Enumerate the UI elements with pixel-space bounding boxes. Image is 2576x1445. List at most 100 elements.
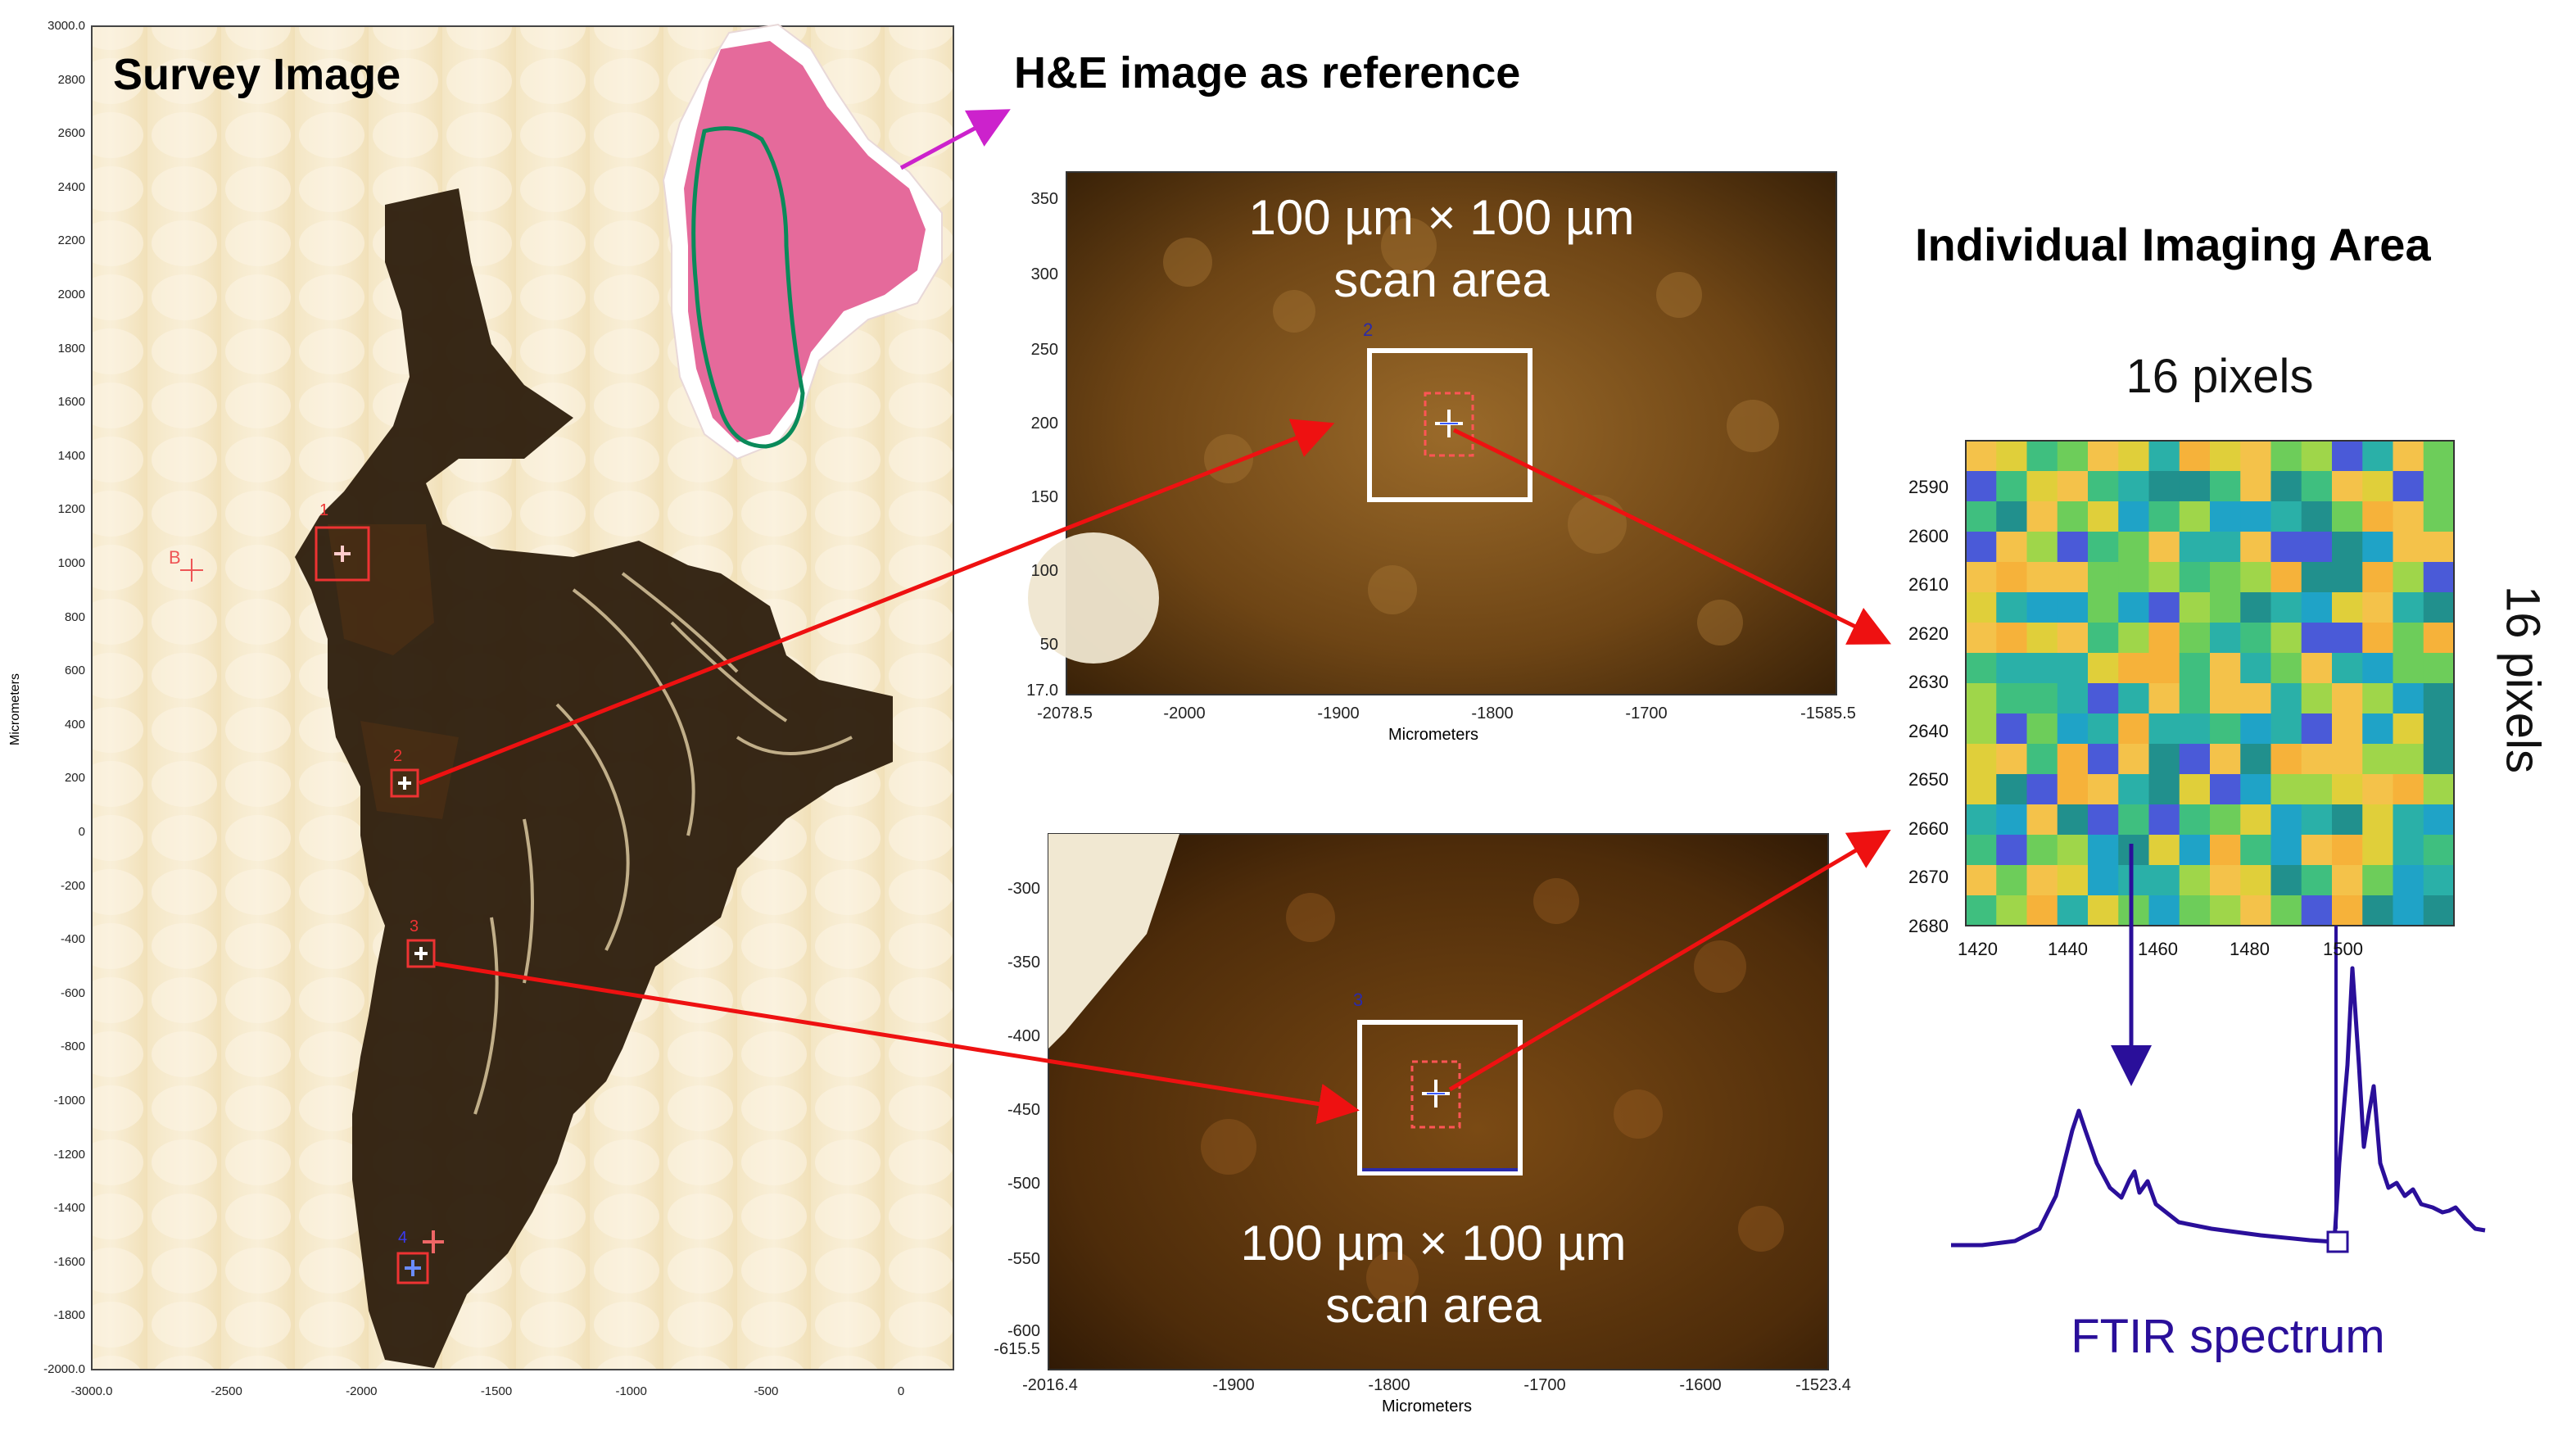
heatmap-cell (2332, 441, 2363, 472)
heatmap-cell (2057, 895, 2089, 926)
heatmap-cell (2332, 804, 2363, 836)
heatmap-cell (2057, 804, 2089, 836)
heatmap-cell (1966, 441, 1997, 472)
micro-top-y-tick: 150 (1030, 488, 1058, 506)
micro-top-x-tick: -1800 (1471, 704, 1514, 722)
heatmap-cell (2118, 623, 2149, 654)
heatmap-cell (2088, 532, 2119, 563)
heatmap-cell (2057, 835, 2089, 866)
heatmap-cell (2393, 865, 2424, 896)
heatmap-cell (2301, 683, 2333, 714)
heatmap-cell (2148, 501, 2180, 532)
micro-bottom-scan-line2: scan area (1325, 1278, 1542, 1333)
heatmap-cell (2362, 895, 2393, 926)
heatmap-cell (2240, 895, 2271, 926)
heatmap-cell (2210, 835, 2241, 866)
heatmap-cell (2240, 441, 2271, 472)
micro-bottom-y-tick: -550 (1007, 1250, 1040, 1268)
heatmap-cell (2026, 592, 2058, 623)
heatmap-cell (2026, 562, 2058, 593)
micro-bottom-y-tick: -300 (1007, 880, 1040, 898)
heatmap-cell (2026, 804, 2058, 836)
heatmap-cell (2210, 471, 2241, 502)
micro-top-y-tick: 17.0 (1026, 682, 1058, 700)
heatmap-y-tick: 2660 (1908, 818, 1949, 839)
survey-tissue (295, 188, 893, 1368)
imaging-area-side-label: 16 pixels (2496, 586, 2550, 773)
heatmap-cell (2240, 804, 2271, 836)
heatmap-cell (2026, 835, 2058, 866)
survey-marker-3-label: 3 (410, 917, 419, 935)
micro-bottom-x-tick: -1700 (1523, 1376, 1566, 1394)
survey-y-tick: -1800 (53, 1308, 85, 1323)
heatmap-cell (2026, 653, 2058, 684)
survey-y-tick: 2000 (57, 288, 85, 301)
survey-x-tick: -500 (754, 1384, 779, 1398)
heatmap-cell (2393, 592, 2424, 623)
heatmap-cell (2210, 895, 2241, 926)
micro-top-marker-number: 2 (1363, 319, 1374, 340)
heatmap-cell (2362, 441, 2393, 472)
heatmap-cell (2026, 623, 2058, 654)
heatmap-cell (2332, 744, 2363, 775)
survey-marker-3 (406, 939, 436, 968)
heatmap-cell (2057, 592, 2089, 623)
heatmap-cell (2026, 501, 2058, 532)
heatmap-cell (2057, 774, 2089, 805)
heatmap-cell (2362, 592, 2393, 623)
arrow-bottom-to-heatmap (1448, 829, 1891, 1092)
micro-top-x-tick: -1900 (1317, 704, 1360, 722)
heatmap-y-tick: 2670 (1908, 867, 1949, 887)
heatmap-cell (2240, 774, 2271, 805)
arrow-top-to-heatmap (1452, 428, 1891, 645)
heatmap-cell (2393, 774, 2424, 805)
heatmap-cell (2179, 683, 2211, 714)
heatmap-cell (2423, 895, 2455, 926)
heatmap-cell (2393, 653, 2424, 684)
heatmap-cell (2118, 774, 2149, 805)
heatmap-cell (2423, 835, 2455, 866)
heatmap-x-tick: 1480 (2230, 939, 2270, 959)
heatmap-cell (2210, 501, 2241, 532)
survey-y-tick: 3000.0 (48, 19, 85, 33)
heatmap-cell (2210, 744, 2241, 775)
micro-bottom-marker-number: 3 (1353, 990, 1364, 1010)
heatmap-cell (2240, 713, 2271, 745)
micro-top-x-tick: -1585.5 (1800, 704, 1856, 722)
heatmap-cell (2118, 653, 2149, 684)
heatmap-cell (2179, 532, 2211, 563)
heatmap-cell (2270, 471, 2302, 502)
heatmap-cell (2301, 804, 2333, 836)
micro-bottom-x-tick: -1600 (1679, 1376, 1722, 1394)
heatmap-cell (2240, 562, 2271, 593)
heatmap-cell (2148, 562, 2180, 593)
heatmap-cell (2057, 501, 2089, 532)
heatmap-cell (2179, 804, 2211, 836)
heatmap-cell (2270, 804, 2302, 836)
heatmap-y-tick: 2650 (1908, 769, 1949, 790)
heatmap-cell (2118, 895, 2149, 926)
survey-y-tick: -1600 (53, 1254, 85, 1269)
heatmap-cell (2210, 653, 2241, 684)
heatmap-cell (2118, 713, 2149, 745)
survey-y-tick: 1000 (57, 556, 85, 570)
heatmap-cell (2240, 501, 2271, 532)
heatmap-cell (2423, 683, 2455, 714)
survey-y-tick: -1000 (53, 1094, 85, 1108)
survey-y-tick: 1200 (57, 502, 85, 517)
ftir-spectrum-label: FTIR spectrum (2071, 1310, 2385, 1363)
heatmap-cell (2332, 713, 2363, 745)
heatmap-cell (2118, 592, 2149, 623)
survey-y-tick: -1400 (53, 1201, 85, 1216)
heatmap-cell (2423, 562, 2455, 593)
survey-tissue-highlight (328, 524, 459, 819)
heatmap-cell (2270, 713, 2302, 745)
heatmap-cell (2057, 562, 2089, 593)
heatmap-cell (2332, 895, 2363, 926)
heatmap-cell (2332, 623, 2363, 654)
micro-top-scan-line2: scan area (1333, 252, 1550, 307)
heatmap-cell (2362, 744, 2393, 775)
survey-x-tick: -1000 (615, 1384, 647, 1398)
survey-x-tick: -1500 (480, 1384, 513, 1398)
